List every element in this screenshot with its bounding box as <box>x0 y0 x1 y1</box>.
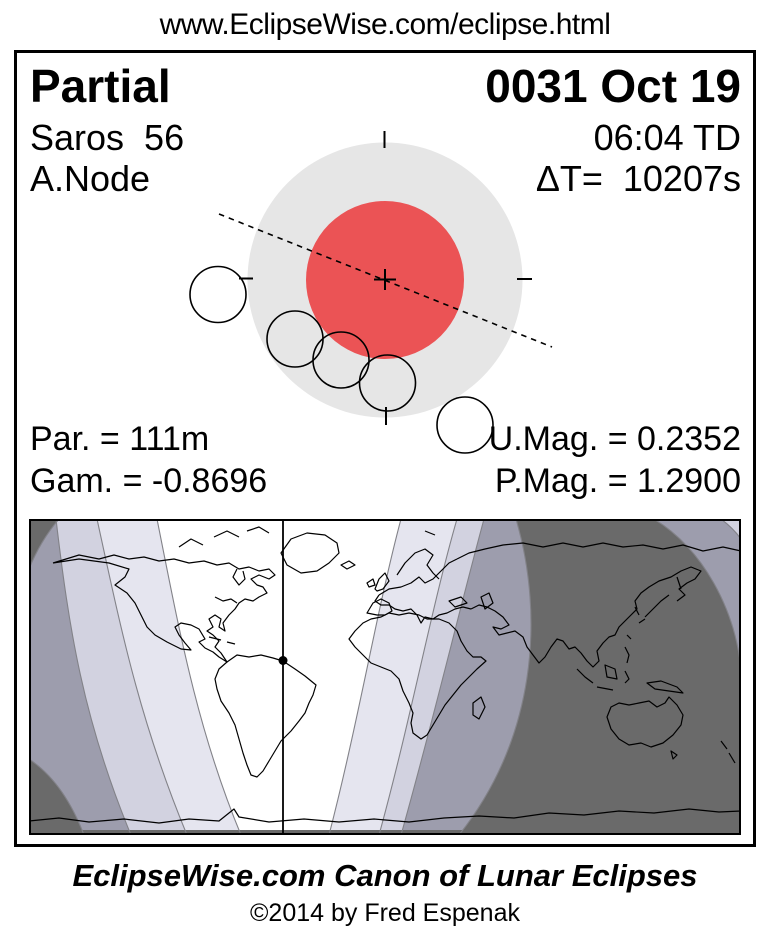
asia-north-coast <box>456 542 741 560</box>
gamma-label: Gam. = -0.8696 <box>30 462 268 500</box>
eclipse-card: Partial 0031 Oct 19 Saros 56 06:04 TD A.… <box>14 50 756 847</box>
eclipse-type-label: Partial <box>30 60 171 112</box>
moon-contact-p1-circle <box>189 265 247 324</box>
sakhalin <box>676 576 682 590</box>
partial-duration-label: Par. = 111m <box>30 420 210 458</box>
canon-title: EclipseWise.com Canon of Lunar Eclipses <box>72 858 698 893</box>
node-label: A.Node <box>30 158 151 199</box>
eclipse-date-label: 0031 Oct 19 <box>485 60 741 112</box>
coastlines <box>29 526 741 824</box>
greatest-time-label: 06:04 TD <box>593 117 741 158</box>
umbral-magnitude-label: U.Mag. = 0.2352 <box>488 420 741 458</box>
tasmania <box>670 750 678 760</box>
page-url-title: www.EclipseWise.com/eclipse.html <box>159 8 611 41</box>
map-border <box>29 519 741 835</box>
korea <box>634 606 640 616</box>
british-isles <box>366 572 390 592</box>
moon-contact-u4-circle <box>358 354 417 412</box>
greenland-coast <box>280 532 340 574</box>
shadow-center-cross <box>374 269 396 290</box>
black-sea <box>448 596 468 608</box>
indonesia <box>576 664 630 691</box>
zone-not-visible-dome <box>459 519 741 835</box>
zone-mid-band-wrap-corner <box>721 519 741 539</box>
iceland <box>340 560 356 570</box>
moon-greatest-circle <box>312 331 370 389</box>
south-america-coast <box>214 654 317 778</box>
taiwan <box>626 634 632 640</box>
iberia <box>366 598 393 616</box>
zone-dark-band-wrap-corner <box>654 519 741 669</box>
visibility-world-map <box>29 519 741 835</box>
africa-coast <box>348 612 487 740</box>
antarctica-coast <box>29 808 741 824</box>
scandinavia <box>396 548 440 580</box>
philippines <box>624 646 630 664</box>
copyright-line: ©2014 by Fred Espenak <box>250 899 520 927</box>
north-america-coast <box>52 554 276 663</box>
cuba <box>208 636 222 641</box>
saros-label: Saros 56 <box>30 117 185 158</box>
europe-south-coast <box>374 594 472 624</box>
madagascar <box>472 696 486 720</box>
great-lakes <box>214 596 238 604</box>
caspian-sea <box>480 592 494 610</box>
australia-coast <box>606 696 684 748</box>
japan <box>638 594 670 624</box>
delta-t-label: ΔT= 10207s <box>535 158 741 199</box>
asia-south-east-coast <box>470 566 702 668</box>
europe-north-coast <box>378 558 458 596</box>
arctic-islands <box>178 526 436 548</box>
new-zealand <box>720 740 736 764</box>
zone-south-polar-strip <box>29 830 741 835</box>
penumbral-magnitude-label: P.Mag. = 1.2900 <box>494 462 741 500</box>
hispaniola <box>226 641 236 645</box>
moon-contact-p4-circle <box>436 396 494 454</box>
hudson-bay <box>232 568 246 586</box>
shadow-geometry-diagram <box>189 131 553 454</box>
new-guinea <box>646 680 684 694</box>
